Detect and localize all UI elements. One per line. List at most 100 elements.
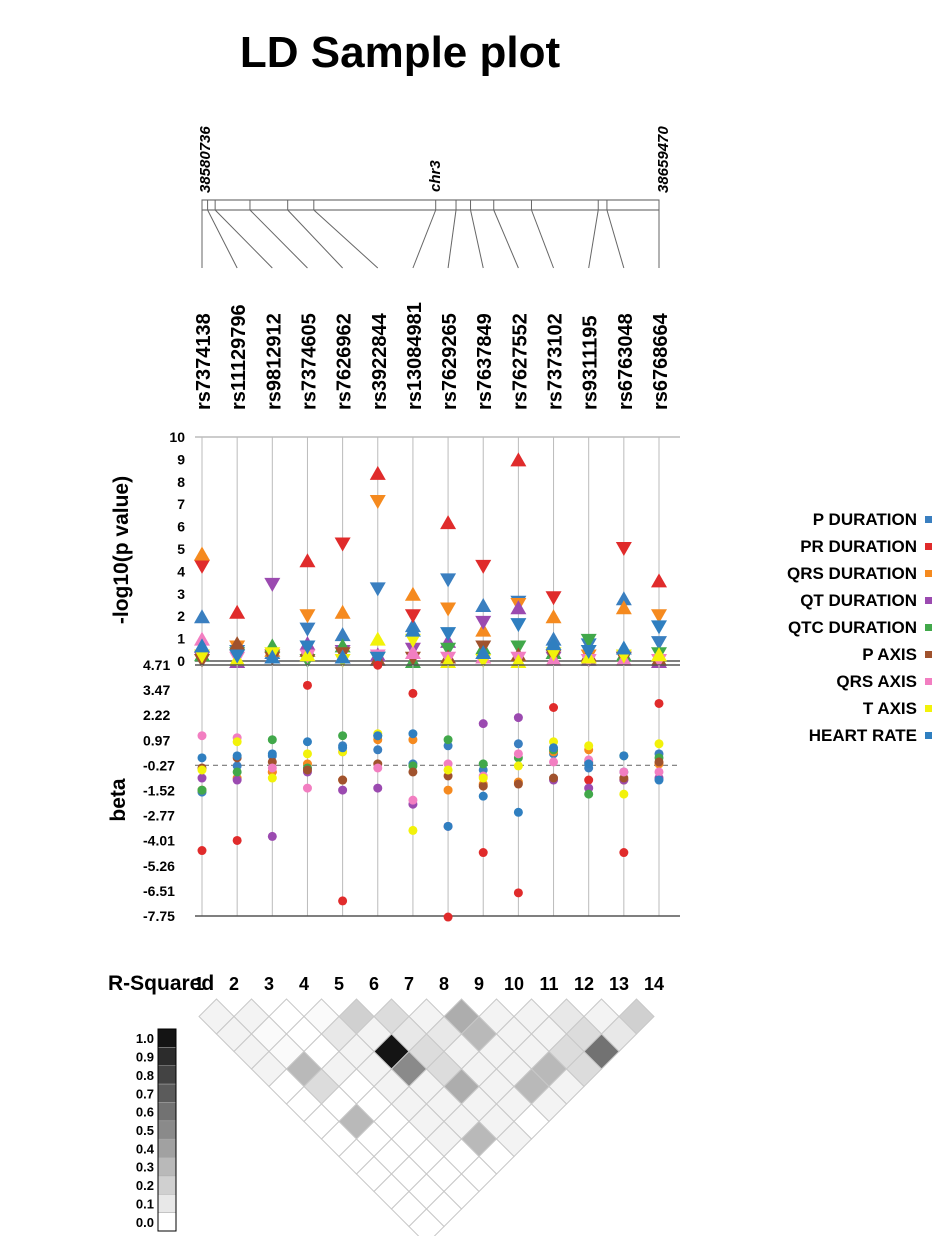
beta-tick-label: 2.22 <box>143 707 170 723</box>
beta-tick-label: -6.51 <box>143 883 175 899</box>
ld-snp-index: 12 <box>574 974 594 994</box>
beta-point <box>302 680 312 690</box>
beta-point <box>654 767 664 777</box>
legend-swatch <box>925 597 932 604</box>
beta-tick-label: -0.27 <box>143 757 175 773</box>
pvalue-point <box>264 649 281 664</box>
beta-tick-label: -5.26 <box>143 858 175 874</box>
beta-point <box>267 735 277 745</box>
pvalue-point <box>194 638 210 653</box>
legend-label: QRS DURATION <box>786 563 917 583</box>
rsq-scale-label: 0.2 <box>136 1178 154 1193</box>
beta-point <box>338 743 348 753</box>
pvalue-point <box>440 515 457 530</box>
pvalue-point <box>510 618 527 633</box>
beta-tick-label: 0.97 <box>143 732 170 748</box>
beta-point <box>513 807 523 817</box>
rsq-scale-label: 0.6 <box>136 1105 154 1120</box>
beta-point <box>513 761 523 771</box>
rsq-scale-frame <box>157 1028 177 1232</box>
pvalue-point <box>194 649 210 664</box>
beta-point <box>267 773 277 783</box>
pvalue-tick-label: 9 <box>177 451 185 467</box>
legend-swatch <box>925 651 932 658</box>
snp-connector-line <box>313 209 379 269</box>
beta-point <box>302 737 312 747</box>
beta-point <box>338 775 348 785</box>
beta-point <box>408 688 418 698</box>
pvalue-point <box>299 640 316 655</box>
ld-snp-index: 5 <box>334 974 344 994</box>
legend-item: QTC DURATION <box>770 614 938 641</box>
snp-label: rs9311195 <box>580 315 602 410</box>
pvalue-point <box>510 452 527 467</box>
legend-item: QRS DURATION <box>770 560 938 587</box>
beta-point <box>513 713 523 723</box>
beta-point <box>408 729 418 739</box>
beta-point <box>584 759 594 769</box>
legend: P DURATION PR DURATION QRS DURATION QT DURA… <box>770 506 938 749</box>
rsq-scale-label: 0.9 <box>136 1050 154 1065</box>
pvalue-point <box>404 633 421 648</box>
beta-point <box>197 773 207 783</box>
pvalue-point <box>615 591 632 606</box>
legend-swatch <box>925 732 932 739</box>
pvalue-tick-label: 6 <box>177 519 185 535</box>
rsq-scale-label: 1.0 <box>136 1031 154 1046</box>
pvalue-tick-label: 7 <box>177 496 185 512</box>
pvalue-point <box>545 647 562 662</box>
pvalue-point <box>369 582 386 597</box>
ld-snp-index: 2 <box>229 974 239 994</box>
beta-tick-label: 4.71 <box>143 657 170 673</box>
beta-point <box>267 831 277 841</box>
snp-connector-line <box>412 209 437 269</box>
beta-point <box>513 749 523 759</box>
ld-title: R-Squared <box>108 972 214 995</box>
pvalue-point <box>615 542 632 556</box>
pvalue-point <box>369 465 386 480</box>
pvalue-tick-label: 1 <box>177 631 185 647</box>
pvalue-point <box>545 609 562 624</box>
beta-point <box>338 731 348 741</box>
beta-point <box>443 912 453 922</box>
pvalue-point <box>334 604 351 619</box>
beta-point <box>408 825 418 835</box>
pvalue-point <box>475 645 492 660</box>
beta-point <box>654 757 664 767</box>
snp-connector-line <box>531 209 555 269</box>
beta-point <box>302 783 312 793</box>
pvalue-point <box>299 553 316 568</box>
beta-point <box>478 791 488 801</box>
beta-point <box>408 795 418 805</box>
legend-item: T AXIS <box>770 695 938 722</box>
pvalue-point <box>194 559 210 574</box>
rsq-scale-swatch <box>157 1065 177 1085</box>
pvalue-point <box>440 627 457 642</box>
beta-point <box>584 741 594 751</box>
plot-title: LD Sample plot <box>239 28 561 77</box>
snp-connector-line <box>606 209 625 269</box>
legend-label: QRS AXIS <box>836 671 917 691</box>
chromosome-track: 38580736 38659470 chr3 <box>197 126 672 269</box>
beta-panel: 4.71 3.47 2.22 0.97 -0.27 -1.52 -2.77 -4.01 -5.2… <box>107 657 680 924</box>
beta-point <box>549 703 559 713</box>
rsq-scale-label: 0.4 <box>136 1141 155 1156</box>
beta-point <box>373 783 383 793</box>
ld-snp-index: 8 <box>439 974 449 994</box>
beta-point <box>549 743 559 753</box>
snp-label: rs7374138 <box>193 313 215 410</box>
pvalue-point <box>369 651 386 666</box>
pvalue-point <box>545 636 562 651</box>
pvalue-tick-label: 0 <box>177 653 185 669</box>
pvalue-point <box>229 636 246 651</box>
pvalue-point <box>404 645 421 660</box>
legend-label: QTC DURATION <box>787 617 917 637</box>
beta-point <box>302 749 312 759</box>
pvalue-point <box>475 598 492 612</box>
beta-point <box>478 848 488 858</box>
legend-item: HEART RATE <box>770 722 938 749</box>
pvalue-point <box>299 609 316 624</box>
rsq-scale-label: 0.1 <box>136 1196 154 1211</box>
